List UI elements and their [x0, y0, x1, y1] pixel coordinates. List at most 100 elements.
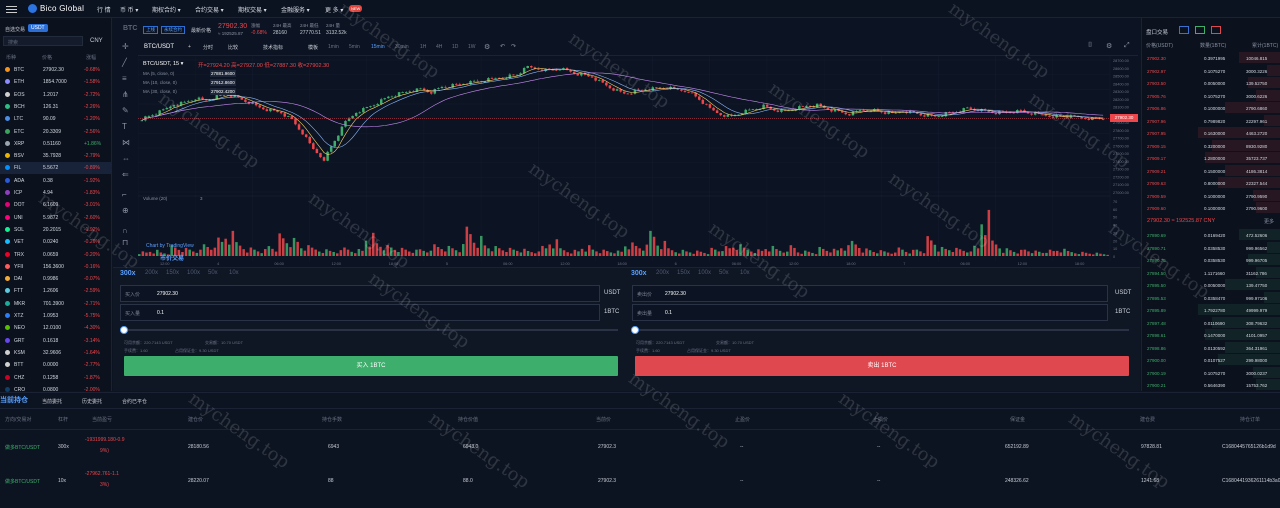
- zoom-icon[interactable]: ⊕: [122, 206, 129, 215]
- market-row[interactable]: TRX 0.0659 -0.20%: [0, 249, 112, 261]
- tool-30min[interactable]: 30min: [395, 44, 409, 50]
- book-bids-icon[interactable]: [1195, 26, 1205, 34]
- market-row[interactable]: MKR 701.3900 -2.71%: [0, 298, 112, 310]
- leverage-option[interactable]: 50x: [719, 270, 729, 276]
- leverage-option[interactable]: 10x: [740, 270, 750, 276]
- leverage-option[interactable]: 50x: [208, 270, 218, 276]
- market-order-tab[interactable]: 市价交易: [160, 256, 185, 262]
- sell-price-field[interactable]: 卖出价 27902.30: [632, 285, 1108, 302]
- camera-icon[interactable]: ⌷: [1088, 42, 1093, 49]
- market-row[interactable]: ADA 0.38 -1.92%: [0, 175, 112, 187]
- leverage-option[interactable]: 150x: [677, 270, 691, 276]
- tradingview-credit[interactable]: Chart by TradingView: [146, 243, 194, 249]
- fullscreen-icon[interactable]: ⤢: [1124, 42, 1130, 49]
- market-row[interactable]: DOT 6.1609 -3.01%: [0, 199, 112, 211]
- leverage-option[interactable]: 100x: [187, 270, 201, 276]
- text-icon[interactable]: T: [122, 122, 127, 131]
- orderbook-row[interactable]: 27898.61 0.1470000 4101.0957: [1142, 329, 1280, 341]
- market-row[interactable]: ICP 4.94 -1.83%: [0, 187, 112, 199]
- market-row[interactable]: BSV 35.7928 -2.79%: [0, 150, 112, 162]
- orderbook-row[interactable]: 27909.17 1.2800000 35723.737: [1142, 152, 1280, 164]
- chart-settings-icon[interactable]: ⚙: [484, 44, 491, 51]
- leverage-option[interactable]: 200x: [145, 270, 159, 276]
- tab-favorites[interactable]: 自选交易: [5, 27, 26, 33]
- tool-indicators[interactable]: 技术指标: [263, 45, 284, 51]
- search-input[interactable]: 搜索: [3, 36, 83, 46]
- tool-15min[interactable]: 15min: [371, 44, 385, 50]
- currency-label[interactable]: CNY: [90, 38, 103, 44]
- brand-name[interactable]: Bico Global: [40, 4, 85, 13]
- book-both-icon[interactable]: [1179, 26, 1189, 34]
- nav-market[interactable]: 行 情: [97, 8, 111, 14]
- crosshair-icon[interactable]: ✛: [122, 42, 129, 51]
- orderbook-row[interactable]: 27907.96 0.7989820 22297.961: [1142, 114, 1280, 127]
- orderbook-row[interactable]: 27890.75 0.0358530 999.96705: [1142, 254, 1280, 266]
- tab-usdt[interactable]: USDT: [28, 24, 48, 32]
- leverage-option[interactable]: 100x: [698, 270, 712, 276]
- market-row[interactable]: ETH 1854.7000 -1.58%: [0, 76, 112, 88]
- market-row[interactable]: XRP 0.51160 +1.86%: [0, 138, 112, 150]
- market-row[interactable]: BTT 0.0000 -2.77%: [0, 359, 112, 371]
- orderbook-row[interactable]: 27909.59 0.1000000 2790.9590: [1142, 189, 1280, 202]
- book-asks-icon[interactable]: [1211, 26, 1221, 34]
- nav-finance[interactable]: 金融服务 ▾: [281, 8, 310, 14]
- tool-templates[interactable]: 模板: [308, 45, 319, 51]
- sell-button[interactable]: 卖出 1BTC: [635, 356, 1129, 376]
- menu-icon[interactable]: [6, 6, 17, 13]
- orderbook-row[interactable]: 27900.21 0.5646390 15753.762: [1142, 379, 1280, 391]
- lock-icon[interactable]: ⊓: [122, 238, 129, 247]
- trendline-icon[interactable]: ╱: [122, 58, 127, 67]
- orderbook-row[interactable]: 27909.21 0.1500000 4186.3814: [1142, 164, 1280, 177]
- tool-5min[interactable]: 5min: [349, 44, 360, 50]
- tool-1h[interactable]: 1H: [420, 44, 427, 50]
- pitchfork-icon[interactable]: ⋔: [122, 90, 129, 99]
- ob-more[interactable]: 更多: [1264, 219, 1275, 225]
- tool-1d[interactable]: 1D: [452, 44, 459, 50]
- orderbook-row[interactable]: 27902.30 0.3971995 10046.815: [1142, 52, 1280, 64]
- nav-more[interactable]: 更 多 ▾: [325, 8, 344, 14]
- orderbook-row[interactable]: 27898.86 0.0130592 364.31961: [1142, 341, 1280, 354]
- market-row[interactable]: YFII 156.3600 -0.16%: [0, 261, 112, 273]
- orderbook-row[interactable]: 27906.86 0.1000000 2790.6860: [1142, 102, 1280, 114]
- market-row[interactable]: UNI 5.9872 -2.60%: [0, 212, 112, 224]
- nav-contract-trade[interactable]: 合约交易 ▾: [195, 8, 224, 14]
- orderbook-row[interactable]: 27895.50 0.0050000 139.47750: [1142, 279, 1280, 291]
- market-row[interactable]: ETC 20.3309 -2.56%: [0, 126, 112, 138]
- hline-icon[interactable]: ≡: [122, 74, 127, 83]
- ruler-icon[interactable]: ⌐: [122, 190, 127, 199]
- sell-qty-field[interactable]: 卖出量 0.1: [632, 304, 1108, 321]
- orderbook-row[interactable]: 27905.76 0.1075270 3000.6226: [1142, 89, 1280, 102]
- buy-slider[interactable]: [124, 329, 618, 331]
- position-row[interactable]: 做多BTC/USDT 10x -27962.761-1.1 28220.07 88 88.…: [0, 467, 1280, 497]
- market-row[interactable]: BTC 27902.30 -0.68%: [0, 64, 112, 76]
- tool-4h[interactable]: 4H: [436, 44, 443, 50]
- tab-history-orders[interactable]: 历史委托: [82, 399, 103, 405]
- orderbook-row[interactable]: 27890.69 0.0169420 472.52606: [1142, 229, 1280, 241]
- market-row[interactable]: XTZ 1.0953 -5.75%: [0, 310, 112, 322]
- orderbook-row[interactable]: 27895.89 1.7922780 49999.979: [1142, 304, 1280, 316]
- market-row[interactable]: CHZ 0.1258 -1.87%: [0, 372, 112, 384]
- tool-1w[interactable]: 1W: [468, 44, 476, 50]
- back-icon[interactable]: ⇐: [122, 170, 129, 179]
- market-row[interactable]: GRT 0.1618 -3.14%: [0, 335, 112, 347]
- orderbook-row[interactable]: 27903.50 0.0050000 139.52750: [1142, 77, 1280, 89]
- orderbook-row[interactable]: 27890.71 0.0358530 999.96562: [1142, 241, 1280, 254]
- sell-slider[interactable]: [635, 329, 1129, 331]
- orderbook-row[interactable]: 27897.48 0.0110690 308.79632: [1142, 316, 1280, 329]
- nav-options-trade[interactable]: 期权交易 ▾: [238, 8, 267, 14]
- leverage-option[interactable]: 200x: [656, 270, 670, 276]
- orderbook-row[interactable]: 27900.19 0.1075270 3000.0237: [1142, 366, 1280, 379]
- buy-button[interactable]: 买入 1BTC: [124, 356, 618, 376]
- market-row[interactable]: CRO 0.0800 -2.00%: [0, 384, 112, 396]
- chart-redo-icon[interactable]: ↷: [511, 44, 517, 50]
- nav-spot[interactable]: 币 币 ▾: [120, 8, 139, 14]
- brush-icon[interactable]: ✎: [122, 106, 129, 115]
- settings-gear-icon[interactable]: ⚙: [1106, 43, 1113, 50]
- chart-add-icon[interactable]: +: [188, 44, 191, 50]
- orderbook-row[interactable]: 27902.97 0.1075270 3000.3226: [1142, 64, 1280, 77]
- orderbook-row[interactable]: 27909.63 0.8000000 22327.544: [1142, 177, 1280, 189]
- nav-options-contract[interactable]: 期权合约 ▾: [152, 8, 181, 14]
- orderbook-row[interactable]: 27895.53 0.0358470 999.97106: [1142, 291, 1280, 304]
- price-chart[interactable]: 28700.00 28600.00 28500.00 28400.00 28300.00…: [138, 56, 1140, 267]
- leverage-option[interactable]: 150x: [166, 270, 180, 276]
